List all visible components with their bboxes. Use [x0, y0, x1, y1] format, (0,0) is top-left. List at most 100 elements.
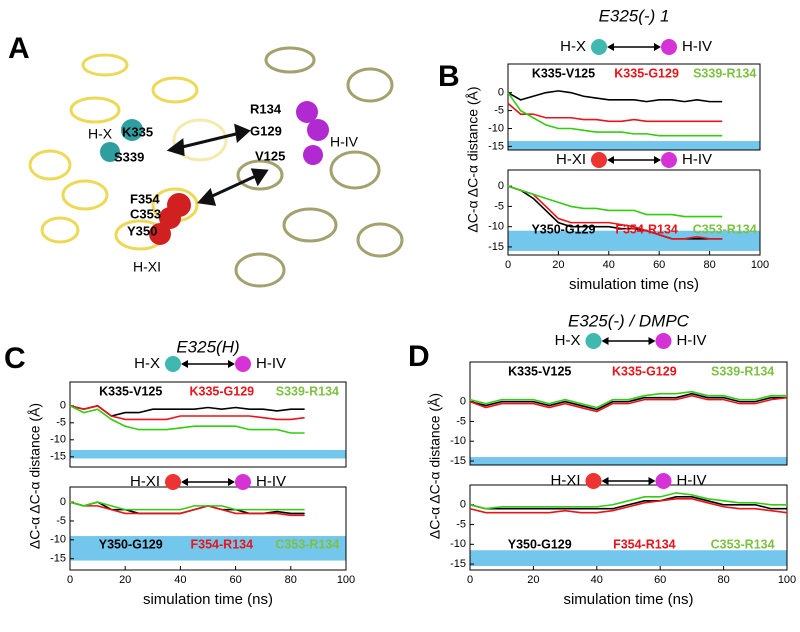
arrow-head — [601, 337, 609, 345]
y-tick-label: -5 — [56, 417, 66, 429]
legend-label: S339-R134 — [276, 384, 339, 398]
series-line — [69, 404, 305, 421]
helix-label: H-XI — [130, 473, 160, 490]
series-line — [469, 498, 788, 514]
helix-marker — [655, 473, 672, 489]
x-tick-label: 0 — [67, 574, 73, 586]
x-tick-label: 80 — [703, 259, 715, 271]
legend-label: F354-R134 — [615, 222, 678, 236]
panel-letter: D — [408, 340, 430, 373]
series-line — [507, 92, 723, 137]
y-tick-label: -15 — [450, 455, 466, 467]
y-tick-label: 0 — [498, 180, 504, 192]
helix-marker — [661, 152, 677, 168]
y-tick-label: 0 — [60, 496, 66, 508]
y-tick-label: -5 — [494, 200, 504, 212]
series-line — [507, 185, 723, 240]
panel-letter: C — [4, 342, 26, 375]
legend-label: K335-V125 — [532, 66, 595, 80]
series-line — [507, 90, 723, 103]
plot-frame — [469, 361, 788, 466]
series-line — [469, 392, 787, 411]
y-tick-label: -5 — [494, 104, 504, 116]
y-tick-label: -10 — [488, 122, 504, 134]
structure-label: G129 — [250, 123, 282, 138]
helix-marker — [235, 474, 251, 490]
y-tick-label: -10 — [488, 221, 504, 233]
series-line — [469, 492, 787, 510]
x-tick-label: 80 — [285, 574, 297, 586]
legend-label: C353-R134 — [711, 537, 775, 551]
plot-frame — [69, 486, 347, 571]
arrow-head — [648, 477, 656, 485]
x-axis-label: simulation time (ns) — [143, 591, 273, 608]
y-tick-label: -15 — [50, 451, 66, 463]
y-tick-label: -15 — [450, 558, 466, 570]
helix-marker — [655, 333, 672, 349]
y-tick-label: -15 — [488, 140, 504, 152]
series-line — [469, 496, 787, 510]
structure-label: Y350 — [127, 223, 157, 238]
plot-frame — [507, 63, 761, 151]
x-tick-label: 0 — [505, 259, 511, 271]
structure-label: K335 — [122, 124, 153, 139]
arrow-head — [654, 43, 661, 51]
x-tick-label: 100 — [751, 259, 769, 271]
series-line — [469, 390, 787, 409]
panel-title: E325(H) — [176, 337, 239, 356]
panel-letter: A — [8, 32, 30, 65]
series-line — [69, 405, 305, 434]
helix-marker — [585, 473, 602, 489]
structure-label: H-IV — [330, 134, 359, 150]
x-tick-label: 100 — [778, 574, 796, 586]
y-tick-label: -10 — [450, 538, 466, 550]
y-tick-label: 0 — [460, 396, 466, 408]
panel-title: E325(-) / DMPC — [568, 311, 690, 330]
y-tick-label: 0 — [460, 499, 466, 511]
series-line — [69, 501, 305, 511]
structure-label: R134 — [250, 101, 282, 116]
structure-label: C353 — [130, 206, 161, 221]
structure-label: H-XI — [133, 259, 161, 275]
plot-frame — [507, 169, 761, 256]
helix-marker — [661, 39, 677, 55]
x-tick-label: 100 — [337, 574, 355, 586]
x-axis-label: simulation time (ns) — [563, 591, 693, 608]
y-tick-label: -5 — [456, 518, 466, 530]
x-tick-label: 60 — [654, 574, 666, 586]
structure-label: F354 — [130, 191, 160, 206]
arrow-head — [648, 337, 656, 345]
x-tick-label: 20 — [552, 259, 564, 271]
legend-label: C353-R134 — [275, 537, 339, 551]
x-tick-label: 0 — [467, 574, 473, 586]
arrow-head — [607, 43, 614, 51]
panel-a-structure — [28, 46, 404, 288]
y-tick-label: -10 — [50, 434, 66, 446]
reference-band — [70, 536, 346, 561]
plot-frame — [469, 484, 788, 571]
y-tick-label: 0 — [498, 87, 504, 99]
helix-label: H-IV — [256, 355, 286, 372]
y-tick-label: -15 — [488, 241, 504, 253]
arrow-head — [228, 478, 235, 486]
reference-band — [508, 230, 760, 251]
legend-label: S339-R134 — [711, 364, 774, 378]
arrow-head — [181, 360, 188, 368]
legend-label: Y350-G129 — [531, 222, 595, 236]
reference-band — [70, 450, 346, 459]
helix-marker — [585, 333, 602, 349]
x-axis-label: simulation time (ns) — [569, 276, 699, 293]
x-tick-label: 80 — [717, 574, 729, 586]
legend-label: K335-V125 — [508, 364, 571, 378]
helix-label: H-XI — [556, 151, 586, 168]
x-tick-label: 20 — [119, 574, 131, 586]
legend-label: K335-G129 — [614, 66, 679, 80]
legend-label: K335-V125 — [99, 384, 162, 398]
x-tick-label: 40 — [603, 259, 615, 271]
helix-label: H-IV — [677, 332, 707, 349]
legend-label: C353-R134 — [693, 222, 757, 236]
legend-label: S339-R134 — [693, 66, 756, 80]
reference-band — [470, 457, 787, 465]
helix-label: H-X — [555, 332, 581, 349]
arrow-head — [607, 156, 614, 164]
